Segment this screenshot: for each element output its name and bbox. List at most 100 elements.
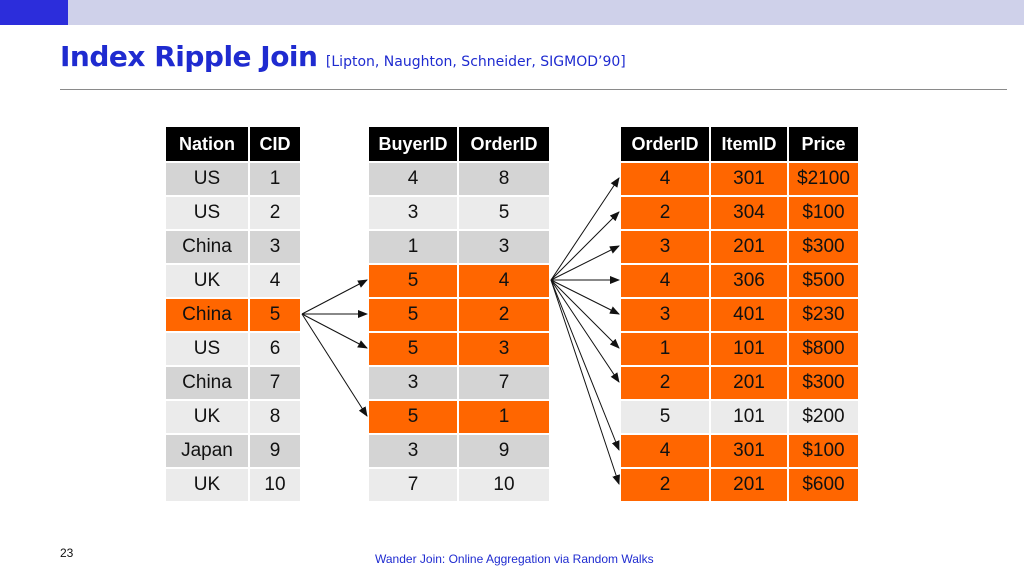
table-cell: 5 (369, 399, 459, 433)
table-cell: 1 (250, 161, 300, 195)
table-row-highlighted: 1 101 $800 (621, 331, 858, 365)
join-arrow-customer-to-order (301, 313, 368, 417)
table-cell: 5 (369, 297, 459, 331)
slide-title: Index Ripple Join (60, 40, 318, 73)
customer-table: Nation CID US 1 US 2 China 3 UK 4 China 5 US 6 China 7… (166, 127, 300, 501)
table-cell: 5 (621, 399, 711, 433)
table-cell: 101 (711, 331, 789, 365)
table-cell: Japan (166, 433, 250, 467)
table-cell: 201 (711, 365, 789, 399)
column-header: OrderID (459, 127, 549, 161)
table-cell: UK (166, 263, 250, 297)
table-row-highlighted: 2 201 $300 (621, 365, 858, 399)
table-cell: 5 (369, 263, 459, 297)
table-cell: 10 (250, 467, 300, 501)
table-cell: 5 (250, 297, 300, 331)
table-cell: US (166, 195, 250, 229)
table-cell: 306 (711, 263, 789, 297)
table-cell: 4 (621, 433, 711, 467)
table-row-highlighted: 4 301 $2100 (621, 161, 858, 195)
table-cell: 9 (459, 433, 549, 467)
table-cell: 5 (369, 331, 459, 365)
table-row: UK 8 (166, 399, 300, 433)
table-header-row: BuyerID OrderID (369, 127, 549, 161)
table-cell: 5 (459, 195, 549, 229)
table-cell: 6 (250, 331, 300, 365)
table-row: Japan 9 (166, 433, 300, 467)
join-arrow-customer-to-order (301, 279, 368, 315)
table-cell: 2 (459, 297, 549, 331)
join-arrow-order-to-item (550, 245, 620, 281)
table-cell: 8 (459, 161, 549, 195)
table-cell: 4 (250, 263, 300, 297)
table-cell: $2100 (789, 161, 858, 195)
page-number: 23 (60, 546, 74, 560)
table-row: 5 101 $200 (621, 399, 858, 433)
table-cell: 3 (621, 297, 711, 331)
table-cell: 7 (459, 365, 549, 399)
table-cell: $230 (789, 297, 858, 331)
title-divider (60, 89, 1007, 90)
column-header: ItemID (711, 127, 789, 161)
table-row-highlighted: 4 306 $500 (621, 263, 858, 297)
table-cell: 2 (250, 195, 300, 229)
table-cell: $300 (789, 229, 858, 263)
join-arrow-order-to-item (550, 279, 620, 451)
table-row: UK 4 (166, 263, 300, 297)
slide-citation: [Lipton, Naughton, Schneider, SIGMOD’90] (325, 54, 626, 70)
join-arrow-order-to-item (550, 279, 620, 383)
table-cell: China (166, 365, 250, 399)
table-cell: 2 (621, 365, 711, 399)
table-cell: 3 (250, 229, 300, 263)
table-cell: 301 (711, 433, 789, 467)
table-cell: 3 (459, 331, 549, 365)
table-row-highlighted: China 5 (166, 297, 300, 331)
table-cell: China (166, 229, 250, 263)
top-bar-accent (0, 0, 68, 25)
table-cell: 10 (459, 467, 549, 501)
table-cell: US (166, 161, 250, 195)
table-cell: UK (166, 467, 250, 501)
column-header: OrderID (621, 127, 711, 161)
table-row: US 2 (166, 195, 300, 229)
table-cell: $100 (789, 433, 858, 467)
table-cell: 304 (711, 195, 789, 229)
table-cell: 4 (621, 161, 711, 195)
join-arrow-order-to-item (550, 177, 620, 281)
table-cell: $500 (789, 263, 858, 297)
join-arrow-customer-to-order (301, 313, 368, 349)
table-cell: $600 (789, 467, 858, 501)
table-row-highlighted: 4 301 $100 (621, 433, 858, 467)
table-cell: 3 (369, 433, 459, 467)
table-cell: 7 (250, 365, 300, 399)
column-header: CID (250, 127, 300, 161)
table-cell: 4 (621, 263, 711, 297)
slide-title-block: Index Ripple Join [Lipton, Naughton, Sch… (60, 40, 626, 73)
join-arrow-order-to-item (550, 211, 620, 281)
table-cell: $300 (789, 365, 858, 399)
table-cell: 201 (711, 229, 789, 263)
table-cell: 4 (369, 161, 459, 195)
table-cell: 9 (250, 433, 300, 467)
table-header-row: Nation CID (166, 127, 300, 161)
table-cell: $100 (789, 195, 858, 229)
table-cell: 201 (711, 467, 789, 501)
table-cell: 3 (369, 195, 459, 229)
table-cell: 3 (459, 229, 549, 263)
items-table: OrderID ItemID Price 4 301 $2100 2 304 $100 3 201… (621, 127, 858, 501)
join-arrow-order-to-item (550, 279, 620, 315)
table-row: UK 10 (166, 467, 300, 501)
join-arrow-order-to-item (550, 279, 620, 349)
table-row: China 3 (166, 229, 300, 263)
column-header: BuyerID (369, 127, 459, 161)
table-cell: 7 (369, 467, 459, 501)
table-cell: 1 (621, 331, 711, 365)
table-cell: 301 (711, 161, 789, 195)
table-cell: 1 (459, 399, 549, 433)
